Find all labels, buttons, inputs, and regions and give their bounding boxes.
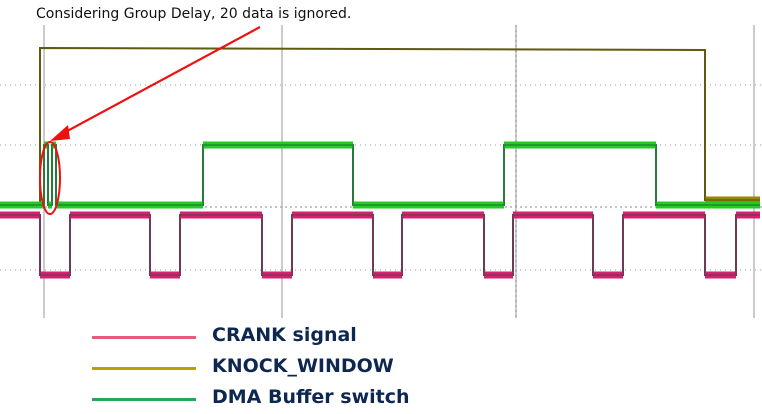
legend-label-crank: CRANK signal xyxy=(212,324,357,346)
knock-window-trace-edge xyxy=(0,46,760,206)
legend-line-dma-buffer xyxy=(92,398,196,401)
dma-buffer-switch-trace xyxy=(0,144,760,206)
legend-label-dma-buffer: DMA Buffer switch xyxy=(212,386,410,408)
oscilloscope-plot xyxy=(0,25,762,318)
knock-window-trace xyxy=(0,47,760,206)
legend-item-dma-buffer: DMA Buffer switch xyxy=(92,384,512,414)
highlight-ellipse xyxy=(39,141,61,215)
signal-traces xyxy=(0,46,760,279)
legend-item-knock-window: KNOCK_WINDOW xyxy=(92,353,512,383)
annotation-text: Considering Group Delay, 20 data is igno… xyxy=(36,6,352,22)
legend-line-knock-window xyxy=(92,367,196,370)
annotation-overlay xyxy=(39,26,261,215)
annotation-arrowhead xyxy=(50,125,70,141)
legend-label-knock-window: KNOCK_WINDOW xyxy=(212,355,394,377)
legend: CRANK signal KNOCK_WINDOW DMA Buffer swi… xyxy=(92,322,512,412)
legend-line-crank xyxy=(92,336,196,339)
annotation-arrow-line xyxy=(57,26,261,137)
crank-signal-trace xyxy=(0,214,760,276)
legend-item-crank: CRANK signal xyxy=(92,322,512,352)
crank-signal-trace-edge xyxy=(0,214,760,276)
dma-buffer-switch-trace-edge xyxy=(0,144,760,206)
